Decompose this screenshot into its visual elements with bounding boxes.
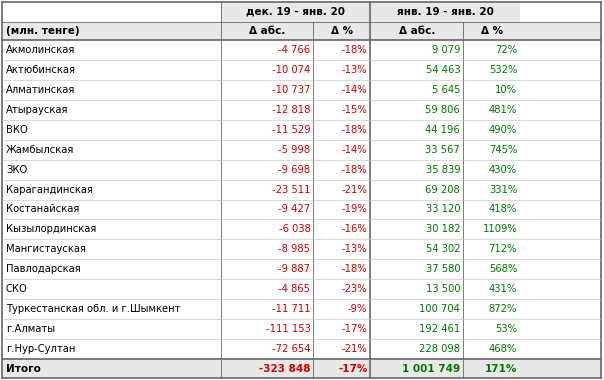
Text: -5 998: -5 998 [278, 145, 310, 155]
Text: 568%: 568% [489, 264, 517, 274]
Text: -6 038: -6 038 [278, 225, 310, 234]
Text: -72 654: -72 654 [272, 344, 310, 354]
Text: (млн. тенге): (млн. тенге) [6, 26, 80, 36]
Text: -17%: -17% [342, 324, 367, 334]
Text: Мангистауская: Мангистауская [6, 244, 86, 254]
Text: г.Нур-Султан: г.Нур-Султан [6, 344, 76, 354]
Text: -8 985: -8 985 [278, 244, 310, 254]
Text: Туркестанская обл. и г.Шымкент: Туркестанская обл. и г.Шымкент [6, 304, 181, 314]
Text: 468%: 468% [489, 344, 517, 354]
Text: 228 098: 228 098 [419, 344, 460, 354]
Text: Акмолинская: Акмолинская [6, 45, 76, 55]
Text: -9 698: -9 698 [278, 165, 310, 174]
Text: -12 818: -12 818 [272, 105, 310, 115]
Text: 9 079: 9 079 [432, 45, 460, 55]
Text: Δ абс.: Δ абс. [249, 26, 285, 36]
Text: Δ %: Δ % [331, 26, 353, 36]
Bar [2, 22, 601, 40]
Text: -21%: -21% [342, 344, 367, 354]
Text: 59 806: 59 806 [425, 105, 460, 115]
Text: -18%: -18% [342, 165, 367, 174]
Text: Δ абс.: Δ абс. [399, 26, 435, 36]
Text: 481%: 481% [489, 105, 517, 115]
Text: Δ %: Δ % [481, 26, 503, 36]
Text: -323 848: -323 848 [259, 364, 310, 374]
Text: 418%: 418% [489, 204, 517, 214]
Text: -4 865: -4 865 [278, 284, 310, 294]
Text: 490%: 490% [489, 125, 517, 135]
Text: 13 500: 13 500 [426, 284, 460, 294]
Text: 1109%: 1109% [483, 225, 517, 234]
Text: -10 737: -10 737 [272, 85, 310, 95]
Text: 532%: 532% [489, 65, 517, 75]
Text: -14%: -14% [342, 85, 367, 95]
Text: 33 567: 33 567 [425, 145, 460, 155]
Text: СКО: СКО [6, 284, 28, 294]
Text: Кызылординская: Кызылординская [6, 225, 97, 234]
Text: -18%: -18% [342, 45, 367, 55]
Text: 1 001 749: 1 001 749 [402, 364, 460, 374]
Text: Жамбылская: Жамбылская [6, 145, 74, 155]
Text: -9 887: -9 887 [278, 264, 310, 274]
Text: -13%: -13% [342, 65, 367, 75]
Text: 712%: 712% [489, 244, 517, 254]
Text: Итого: Итого [6, 364, 41, 374]
Text: -16%: -16% [342, 225, 367, 234]
Text: 431%: 431% [489, 284, 517, 294]
Text: Павлодарская: Павлодарская [6, 264, 81, 274]
Text: -4 766: -4 766 [278, 45, 310, 55]
Text: Актюбинская: Актюбинская [6, 65, 76, 75]
Text: 10%: 10% [495, 85, 517, 95]
Text: -18%: -18% [342, 125, 367, 135]
Text: Карагандинская: Карагандинская [6, 185, 93, 195]
Text: 35 839: 35 839 [426, 165, 460, 174]
Text: -11 711: -11 711 [272, 304, 310, 314]
Text: 54 463: 54 463 [426, 65, 460, 75]
Text: 53%: 53% [495, 324, 517, 334]
Text: ЗКО: ЗКО [6, 165, 27, 174]
Text: 100 704: 100 704 [419, 304, 460, 314]
Text: -17%: -17% [338, 364, 367, 374]
Text: Алматинская: Алматинская [6, 85, 76, 95]
Text: 171%: 171% [485, 364, 517, 374]
Text: -23%: -23% [342, 284, 367, 294]
Text: -10 074: -10 074 [272, 65, 310, 75]
Text: 192 461: 192 461 [419, 324, 460, 334]
Text: -18%: -18% [342, 264, 367, 274]
Text: дек. 19 - янв. 20: дек. 19 - янв. 20 [246, 7, 345, 17]
Text: 5 645: 5 645 [432, 85, 460, 95]
Text: -9%: -9% [348, 304, 367, 314]
Text: 72%: 72% [495, 45, 517, 55]
Text: 69 208: 69 208 [425, 185, 460, 195]
Text: 33 120: 33 120 [426, 204, 460, 214]
Text: -13%: -13% [342, 244, 367, 254]
Text: ВКО: ВКО [6, 125, 28, 135]
Text: янв. 19 - янв. 20: янв. 19 - янв. 20 [397, 7, 493, 17]
Text: Костанайская: Костанайская [6, 204, 79, 214]
Text: -21%: -21% [342, 185, 367, 195]
Text: Атырауская: Атырауская [6, 105, 68, 115]
Text: 331%: 331% [489, 185, 517, 195]
Text: -19%: -19% [342, 204, 367, 214]
Text: -14%: -14% [342, 145, 367, 155]
Text: 37 580: 37 580 [426, 264, 460, 274]
Text: -9 427: -9 427 [278, 204, 310, 214]
Text: 44 196: 44 196 [425, 125, 460, 135]
Text: -15%: -15% [342, 105, 367, 115]
Text: 430%: 430% [489, 165, 517, 174]
Bar [2, 359, 601, 378]
Text: г.Алматы: г.Алматы [6, 324, 55, 334]
Text: 745%: 745% [489, 145, 517, 155]
Text: 30 182: 30 182 [426, 225, 460, 234]
Text: 54 302: 54 302 [426, 244, 460, 254]
Text: -11 529: -11 529 [272, 125, 310, 135]
Text: -111 153: -111 153 [266, 324, 310, 334]
Text: 872%: 872% [489, 304, 517, 314]
Text: -23 511: -23 511 [272, 185, 310, 195]
Bar [220, 2, 520, 22]
